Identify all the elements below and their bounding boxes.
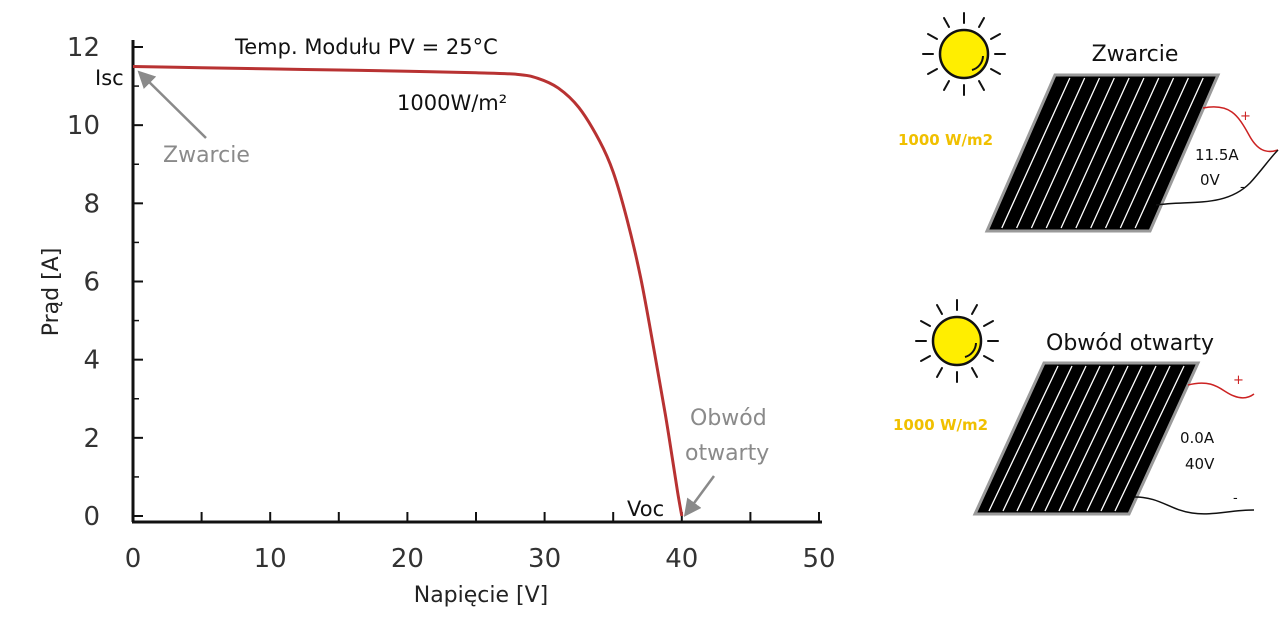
cell-stripe	[1104, 77, 1175, 229]
panel2-pv-module	[972, 361, 1201, 516]
y-tick-label: 2	[83, 424, 100, 454]
cell-stripe	[1044, 365, 1115, 512]
cell-stripe	[1045, 77, 1115, 229]
cell-stripe	[1100, 365, 1171, 512]
panel2-negative-wire	[1134, 496, 1255, 515]
panel1-current-reading: 11.5A	[1195, 146, 1239, 164]
cell-stripe	[1002, 365, 1073, 512]
voc-arrow	[683, 475, 716, 517]
voc-label: Voc	[627, 497, 664, 521]
sun-icon	[922, 12, 1006, 96]
panel1-minus-sign: -	[1240, 180, 1245, 195]
cell-stripe	[1060, 77, 1130, 229]
x-tick-label: 10	[254, 544, 287, 574]
cell-stripe	[1058, 365, 1129, 512]
panel1-positive-wire	[1202, 106, 1279, 153]
x-axis-tick-labels: 0 10 20 30 40 50	[125, 544, 836, 574]
voc-arrow-label-line2: otwarty	[685, 441, 769, 466]
voc-arrow-label-line1: Obwód	[690, 406, 767, 431]
cell-stripe	[1072, 365, 1143, 512]
cell-stripe	[1119, 77, 1189, 229]
x-axis-title: Napięcie [V]	[414, 583, 549, 608]
cell-stripe	[1114, 365, 1185, 512]
panel1-irradiance: 1000 W/m2	[898, 131, 993, 149]
cell-stripe	[1075, 77, 1145, 229]
panel2-irradiance: 1000 W/m2	[893, 416, 988, 434]
x-tick-label: 40	[665, 544, 698, 574]
cell-stripe	[1030, 77, 1101, 229]
cell-stripe	[1030, 365, 1101, 512]
cell-stripe	[1001, 77, 1071, 229]
chart-title: Temp. Modułu PV = 25°C	[234, 35, 498, 59]
y-tick-label: 4	[83, 346, 100, 376]
y-axis-title: Prąd [A]	[39, 248, 64, 337]
short-circuit-panel-illustration: Zwarcie 1000 W/m2 + - 11.5A 0V	[898, 12, 1279, 233]
sun-icon	[915, 299, 999, 383]
cell-stripe	[1016, 77, 1086, 229]
isc-label: Isc	[95, 66, 124, 90]
iv-curve-series-line	[132, 65, 684, 517]
cell-stripe	[1016, 365, 1087, 512]
y-tick-label: 6	[83, 268, 100, 298]
panel1-title: Zwarcie	[1092, 42, 1179, 67]
panel2-voltage-reading: 40V	[1185, 455, 1215, 473]
y-tick-label: 12	[67, 33, 100, 63]
cell-stripe	[988, 365, 1059, 512]
cell-stripe	[1134, 77, 1204, 229]
y-axis-tick-labels: 0 2 4 6 8 10 12	[67, 33, 100, 532]
panel2-current-reading: 0.0A	[1180, 429, 1215, 447]
y-tick-label: 0	[83, 502, 100, 532]
isc-arrow-label: Zwarcie	[163, 143, 250, 168]
panel1-plus-sign: +	[1240, 109, 1251, 124]
iv-chart: 0 2 4 6 8 10 12 0 10 20 30 40 50 Temp. Modułu PV = …	[39, 33, 836, 608]
x-tick-label: 0	[125, 544, 142, 574]
cell-stripe	[1090, 77, 1160, 229]
panel1-cell-stripes	[1001, 77, 1204, 229]
panel2-plus-sign: +	[1233, 373, 1244, 388]
x-tick-label: 30	[528, 544, 561, 574]
curve-irradiance-label: 1000W/m²	[397, 91, 507, 115]
isc-arrow	[137, 70, 207, 139]
panel1-pv-module	[984, 73, 1221, 233]
y-tick-label: 10	[67, 111, 100, 141]
x-tick-label: 20	[391, 544, 424, 574]
panel2-minus-sign: -	[1233, 491, 1238, 506]
cell-stripe	[1086, 365, 1157, 512]
y-tick-label: 8	[83, 189, 100, 219]
panel2-cell-stripes	[988, 365, 1185, 512]
panel2-title: Obwód otwarty	[1046, 331, 1214, 356]
panel2-positive-wire	[1187, 382, 1255, 399]
panel1-voltage-reading: 0V	[1200, 171, 1221, 189]
x-tick-label: 50	[802, 544, 835, 574]
open-circuit-panel-illustration: Obwód otwarty 1000 W/m2 + - 0.0A 40V	[893, 299, 1255, 516]
panel1-negative-wire	[1155, 149, 1279, 206]
